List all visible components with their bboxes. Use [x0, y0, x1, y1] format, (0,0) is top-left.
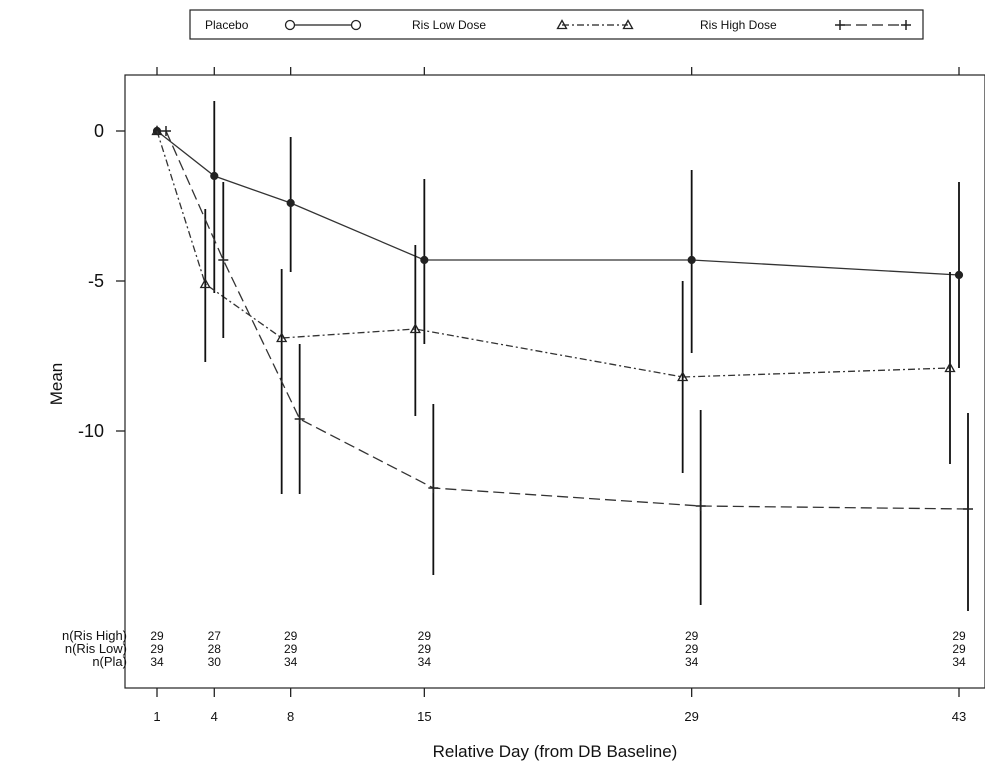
- n-count-2-3: 34: [418, 655, 432, 669]
- legend-marker-2-a: [835, 20, 845, 30]
- data-point-1-3: [409, 323, 421, 334]
- legend-marker-0-a: [284, 19, 296, 31]
- data-point-2-3: [428, 483, 439, 493]
- n-count-1-2: 29: [284, 642, 298, 656]
- x-tick-label-1: 4: [211, 709, 218, 724]
- x-tick-label-4: 29: [684, 709, 698, 724]
- x-axis: 1 4 8 15 29 43: [153, 688, 966, 724]
- y-tick-label-1: -5: [88, 271, 104, 291]
- plot-frame: [124, 74, 985, 689]
- n-count-2-4: 34: [685, 655, 699, 669]
- data-point-2-4: [695, 501, 706, 511]
- n-count-2-0: 34: [150, 655, 164, 669]
- data-point-2-1: [218, 255, 229, 265]
- data-point-2-2: [294, 414, 305, 424]
- legend-marker-2-b: [901, 20, 911, 30]
- data-point-2-0: [161, 126, 171, 136]
- n-count-1-5: 29: [952, 642, 966, 656]
- x-tick-label-0: 1: [153, 709, 160, 724]
- y-axis-label: Mean: [47, 363, 66, 406]
- data-point-0-2: [286, 198, 295, 208]
- data-point-0-3: [420, 255, 429, 265]
- n-row-label-2: n(Pla): [92, 654, 127, 669]
- n-row-label-0: n(Ris High): [62, 628, 127, 643]
- x-tick-label-2: 8: [287, 709, 294, 724]
- x-axis-label: Relative Day (from DB Baseline): [433, 742, 678, 761]
- y-axis: 0 -5 -10: [78, 121, 125, 441]
- n-count-2-2: 34: [284, 655, 298, 669]
- series-0: [152, 101, 964, 368]
- series-2: [161, 126, 973, 611]
- n-count-0-1: 27: [208, 629, 222, 643]
- n-table: n(Ris High) 29 27 29 29 29 29n(Ris Low) 29 28 29 2…: [62, 628, 966, 669]
- legend-label-2: Ris High Dose: [700, 18, 777, 32]
- x-tick-label-5: 43: [952, 709, 966, 724]
- n-count-0-4: 29: [685, 629, 699, 643]
- n-count-0-2: 29: [284, 629, 298, 643]
- n-row-label-1: n(Ris Low): [65, 641, 127, 656]
- n-count-2-1: 30: [208, 655, 222, 669]
- data-point-0-1: [210, 171, 219, 181]
- n-count-1-0: 29: [150, 642, 164, 656]
- n-count-2-5: 34: [952, 655, 966, 669]
- data-point-1-5: [944, 362, 956, 373]
- n-count-0-0: 29: [150, 629, 164, 643]
- series-line-1: [156, 130, 951, 378]
- data-point-1-1: [199, 278, 211, 289]
- n-count-0-5: 29: [952, 629, 966, 643]
- legend-label-1: Ris Low Dose: [412, 18, 486, 32]
- n-count-1-1: 28: [208, 642, 222, 656]
- series-1: [151, 125, 956, 494]
- data-point-1-0: [151, 125, 163, 136]
- data-point-0-5: [954, 270, 964, 280]
- top-ticks: [156, 67, 960, 75]
- data-point-1-2: [276, 332, 288, 343]
- legend-marker-1-a: [556, 19, 568, 30]
- data-point-2-5: [963, 504, 973, 514]
- series-layer: [151, 101, 973, 611]
- data-point-1-4: [677, 371, 689, 382]
- y-tick-label-2: -10: [78, 421, 104, 441]
- y-tick-label-0: 0: [94, 121, 104, 141]
- legend-marker-0-b: [350, 19, 362, 31]
- n-count-0-3: 29: [418, 629, 432, 643]
- series-line-0: [156, 130, 960, 276]
- n-count-1-4: 29: [685, 642, 699, 656]
- series-line-2: [165, 130, 969, 510]
- x-tick-label-3: 15: [417, 709, 431, 724]
- legend-label-0: Placebo: [205, 18, 249, 32]
- data-point-0-4: [687, 255, 696, 265]
- legend: Placebo Ris Low Dose Ris High Dose: [189, 9, 924, 40]
- legend-marker-1-b: [622, 19, 634, 30]
- n-count-1-3: 29: [418, 642, 432, 656]
